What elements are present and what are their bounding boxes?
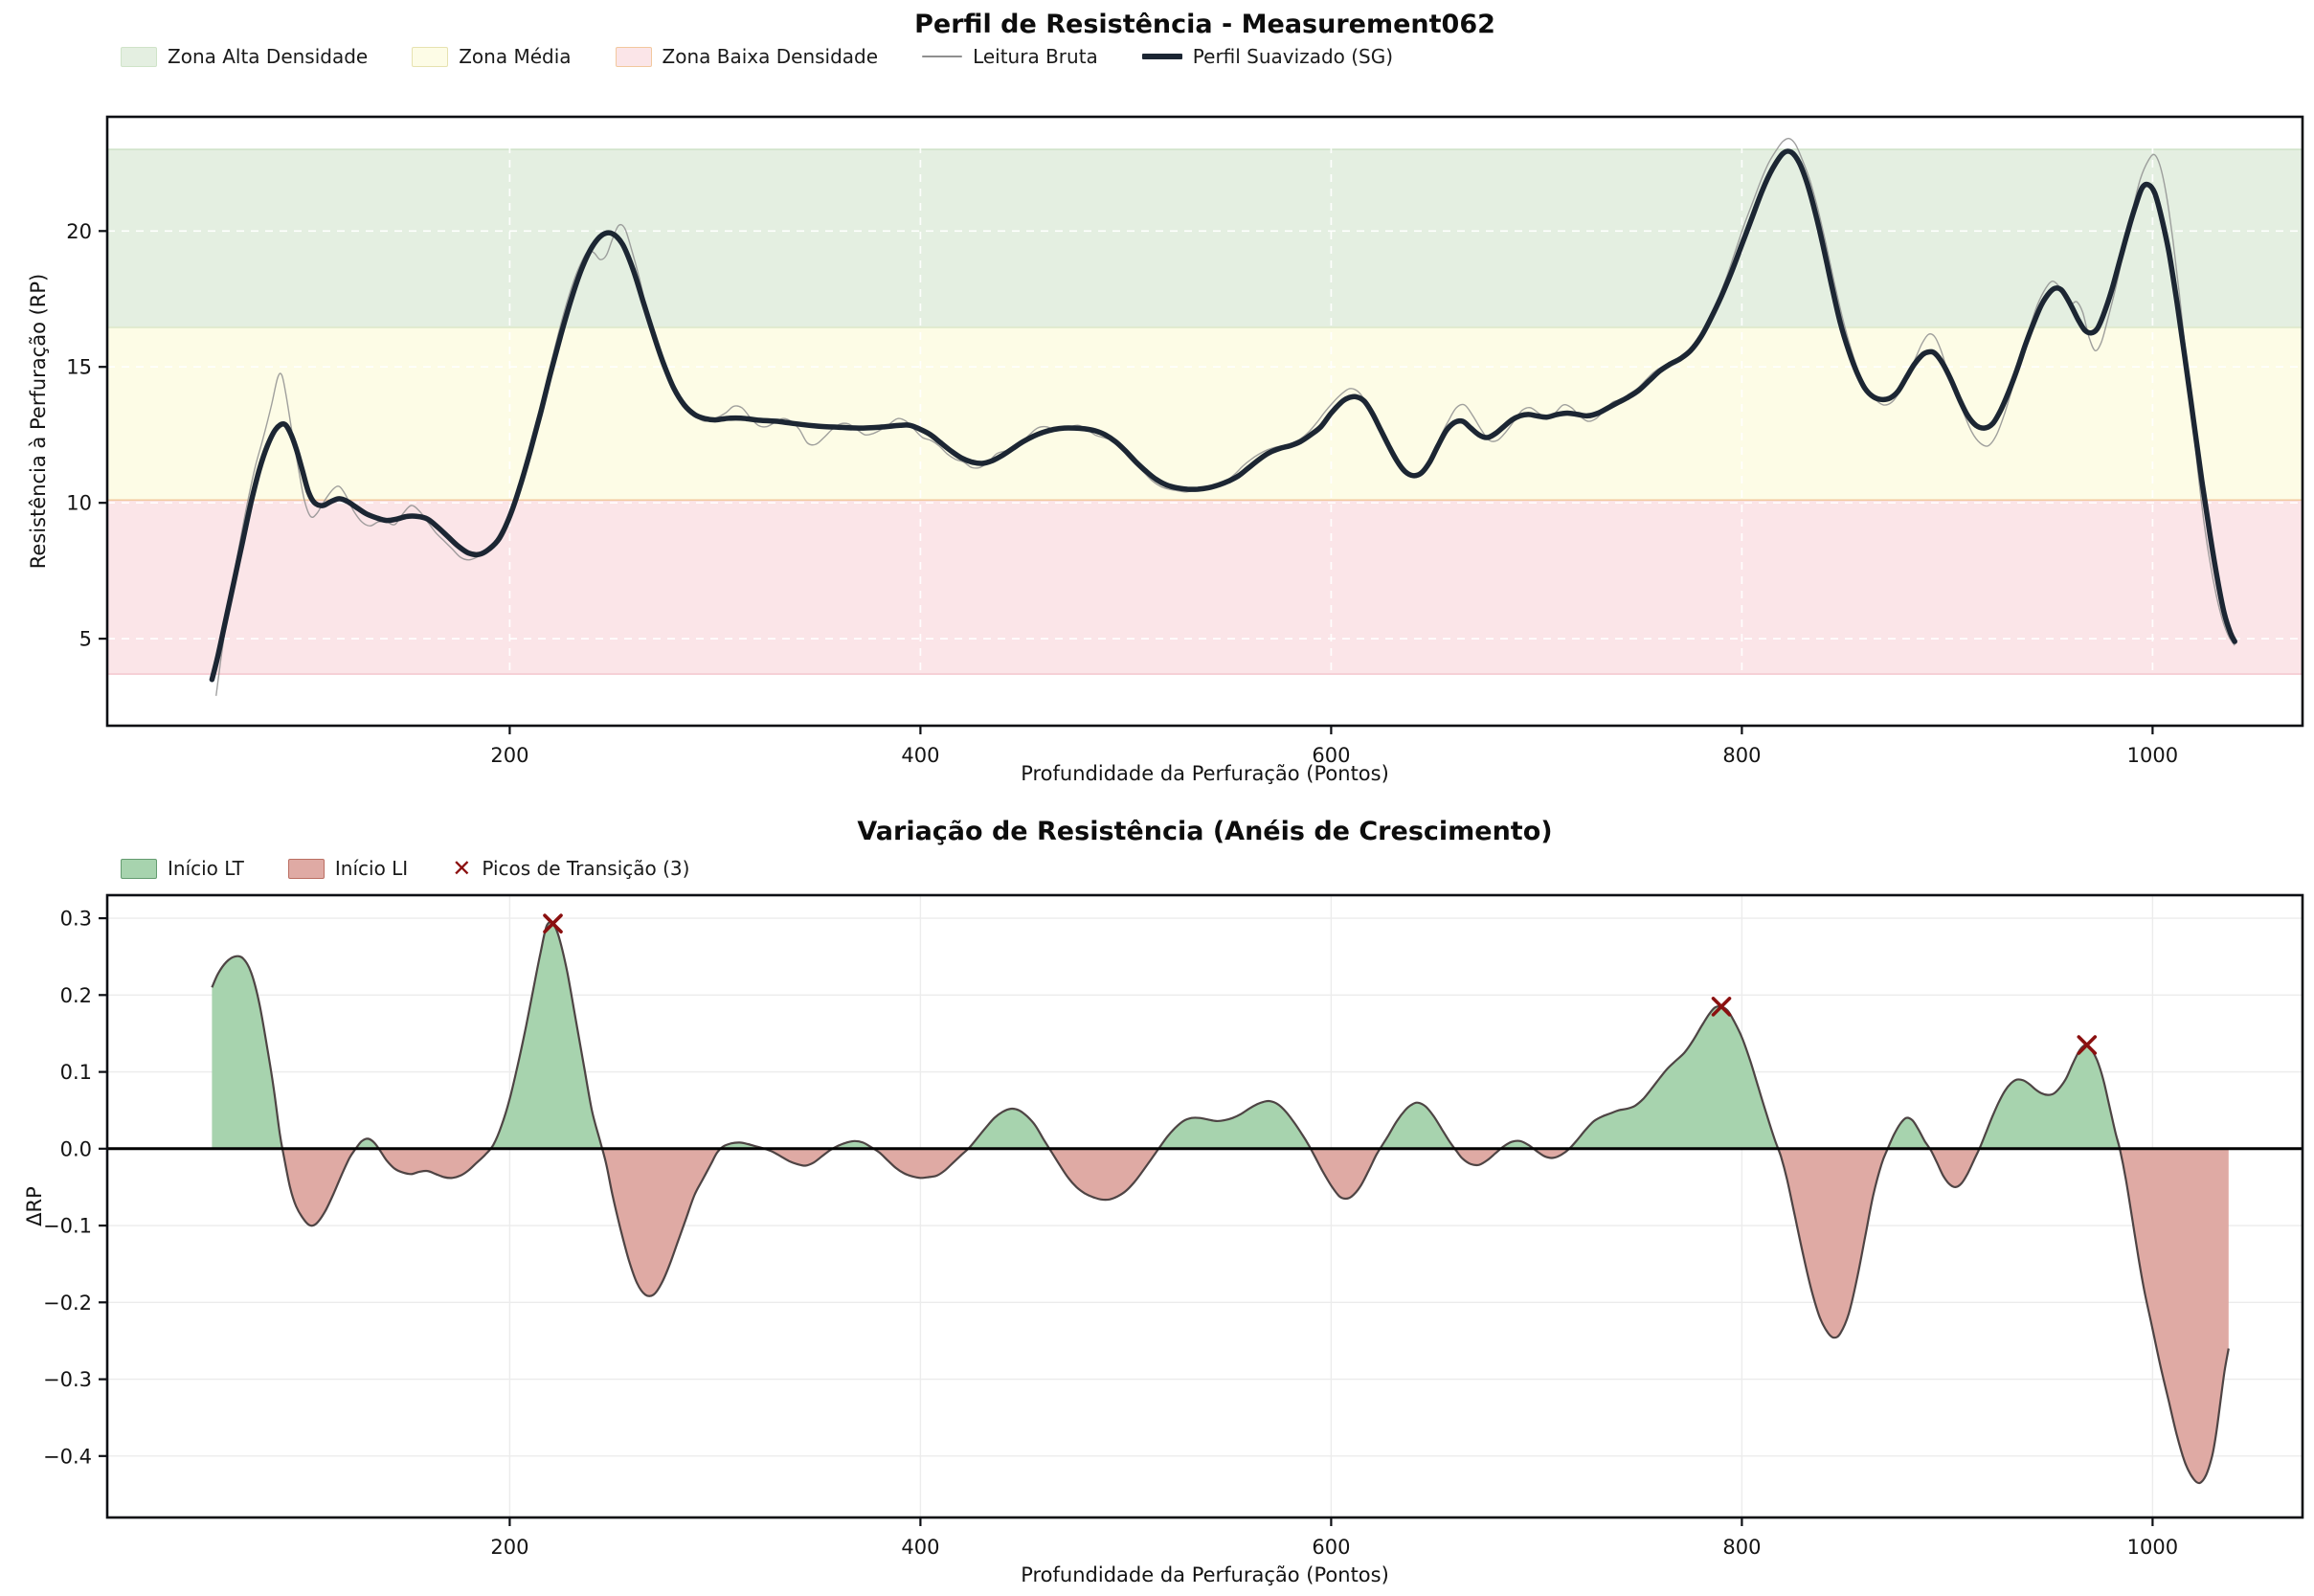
legend-item-perfil-suavizado: Perfil Suavizado (SG) (1141, 45, 1394, 68)
x-tick-label: 400 (901, 1536, 939, 1559)
legend-item-picos: ✕ Picos de Transição (3) (452, 854, 690, 882)
legend-label: Picos de Transição (3) (482, 857, 690, 880)
zone-mid-swatch (412, 46, 449, 67)
x-tick-label: 1000 (2127, 1536, 2178, 1559)
legend-item-inicio-lt: Início LT (121, 857, 244, 880)
resistance-profile-chart: 200 400 600 800 1000 5 10 15 20 (66, 115, 2304, 767)
legend-label: Início LT (168, 857, 244, 880)
chart1-legend: Zona Alta Densidade Zona Média Zona Baix… (121, 45, 1393, 68)
legend-label: Início LI (334, 857, 409, 880)
negative-area-fill (281, 1148, 2229, 1484)
plot-border (105, 893, 2304, 1519)
transition-peak-marker (543, 913, 563, 934)
legend-item-zona-media: Zona Média (412, 45, 572, 68)
chart1-title: Perfil de Resistência - Measurement062 (914, 10, 1495, 39)
chart1-xlabel: Profundidade da Perfuração (Pontos) (1021, 762, 1389, 785)
y-tick-label: 0.2 (60, 984, 92, 1007)
chart2-xlabel: Profundidade da Perfuração (Pontos) (1021, 1563, 1389, 1586)
x-tick-label: 600 (1312, 1536, 1350, 1559)
y-tick-label: 0.0 (60, 1137, 92, 1160)
zone-band-1 (107, 327, 2303, 501)
y-tick-label: 10 (66, 492, 92, 515)
legend-label: Zona Baixa Densidade (662, 45, 879, 68)
y-tick-label: 15 (66, 356, 92, 379)
plot-border (105, 115, 2304, 728)
chart2-legend: Início LT Início LI ✕ Picos de Transição… (121, 857, 689, 880)
transition-peak-marker-icon: ✕ (452, 854, 472, 882)
legend-label: Perfil Suavizado (SG) (1192, 45, 1394, 68)
x-tick-label: 400 (901, 744, 939, 767)
y-tick-label: 0.1 (60, 1061, 92, 1084)
zone-band-0 (107, 149, 2303, 328)
x-tick-label: 600 (1312, 744, 1350, 767)
legend-item-leitura-bruta: Leitura Bruta (922, 45, 1098, 68)
legend-item-zona-alta: Zona Alta Densidade (121, 45, 368, 68)
y-tick-label: −0.4 (43, 1445, 92, 1468)
zone-low-swatch (615, 46, 652, 67)
raw-line-sample (922, 56, 963, 57)
chart1-ylabel: Resistência à Perfuração (RP) (27, 273, 50, 570)
y-tick-label: 5 (79, 628, 92, 651)
y-tick-label: −0.2 (43, 1292, 92, 1315)
x-tick-label: 200 (490, 744, 528, 767)
smoothed-profile-line (209, 148, 2237, 683)
li-swatch (287, 858, 325, 879)
delta-rp-chart: 200 400 600 800 1000 0.3 0.2 0.1 0.0 −0.1 −0.2 −0.3… (43, 893, 2304, 1559)
x-tick-label: 200 (490, 1536, 528, 1559)
transition-peak-marker (1711, 997, 1732, 1017)
zone-high-swatch (121, 46, 157, 67)
x-tick-label: 1000 (2127, 744, 2178, 767)
x-tick-label: 800 (1722, 744, 1761, 767)
zone-band-2 (107, 500, 2303, 674)
lt-swatch (121, 858, 157, 879)
positive-area-fill (212, 922, 2121, 1149)
chart2-ylabel: ΔRP (23, 1186, 46, 1226)
y-tick-label: 0.3 (60, 908, 92, 931)
y-tick-label: −0.1 (43, 1215, 92, 1238)
legend-item-inicio-li: Início LI (287, 857, 409, 880)
chart2-title: Variação de Resistência (Anéis de Cresci… (857, 817, 1553, 846)
legend-label: Leitura Bruta (973, 45, 1098, 68)
x-tick-label: 800 (1722, 1536, 1761, 1559)
delta-rp-line (211, 921, 2230, 1485)
smoothed-line-sample (1141, 54, 1182, 59)
legend-item-zona-baixa: Zona Baixa Densidade (615, 45, 879, 68)
legend-label: Zona Alta Densidade (168, 45, 369, 68)
transition-peak-marker (2077, 1035, 2098, 1055)
legend-label: Zona Média (459, 45, 572, 68)
y-tick-label: 20 (66, 220, 92, 243)
y-tick-label: −0.3 (43, 1368, 92, 1391)
